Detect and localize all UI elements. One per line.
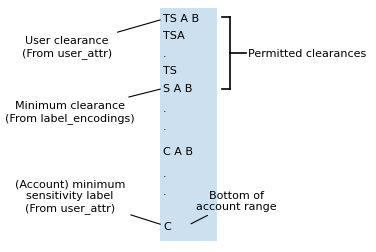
Text: .: . xyxy=(163,121,167,131)
Text: TS A B: TS A B xyxy=(163,14,199,24)
Bar xyxy=(160,9,217,241)
Text: Minimum clearance
(From label_encodings): Minimum clearance (From label_encodings) xyxy=(5,90,160,123)
Text: .: . xyxy=(163,186,167,196)
Text: Bottom of
account range: Bottom of account range xyxy=(191,190,277,224)
Text: (Account) minimum
sensitivity label
(From user_attr): (Account) minimum sensitivity label (Fro… xyxy=(15,179,160,224)
Text: TSA: TSA xyxy=(163,31,185,41)
Text: C A B: C A B xyxy=(163,146,193,156)
Text: .: . xyxy=(163,168,167,178)
Text: S A B: S A B xyxy=(163,84,192,93)
Text: C: C xyxy=(163,221,171,231)
Text: .: . xyxy=(163,49,167,59)
Text: .: . xyxy=(163,104,167,114)
Text: TS: TS xyxy=(163,66,177,76)
Text: Permitted clearances: Permitted clearances xyxy=(248,49,366,59)
Text: User clearance
(From user_attr): User clearance (From user_attr) xyxy=(22,21,160,59)
